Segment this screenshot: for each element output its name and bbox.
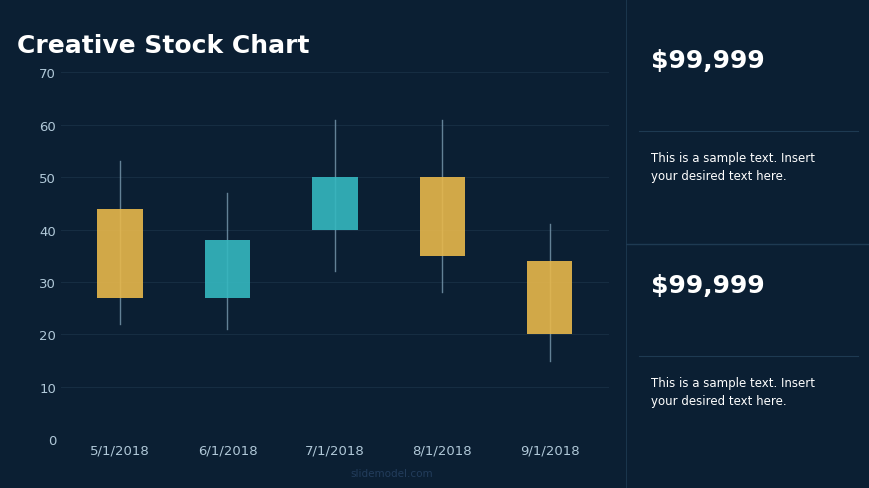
Text: This is a sample text. Insert
your desired text here.: This is a sample text. Insert your desir… [650, 376, 814, 407]
Text: slidemodel.com: slidemodel.com [350, 468, 432, 478]
Bar [205, 241, 249, 298]
Bar [97, 209, 143, 298]
Bar [312, 178, 357, 230]
Text: Creative Stock Chart: Creative Stock Chart [17, 34, 309, 58]
Bar [527, 262, 572, 335]
Bar [420, 178, 464, 256]
Text: This is a sample text. Insert
your desired text here.: This is a sample text. Insert your desir… [650, 151, 814, 182]
Text: $99,999: $99,999 [650, 49, 764, 73]
Text: $99,999: $99,999 [650, 273, 764, 297]
